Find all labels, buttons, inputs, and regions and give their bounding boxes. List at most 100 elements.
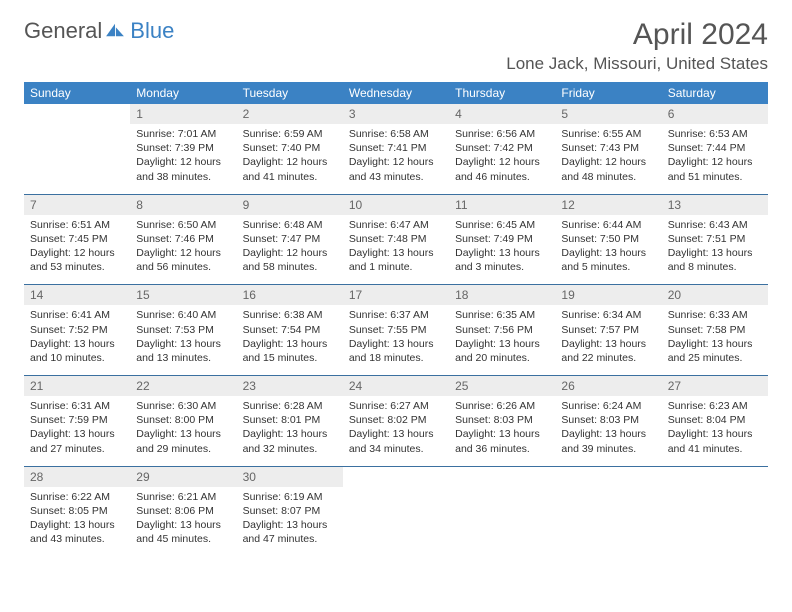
page-header: General Blue April 2024 Lone Jack, Misso… [24,18,768,74]
day-number-cell: 17 [343,285,449,305]
sunrise-text: Sunrise: 6:59 AM [243,127,337,141]
daylight-text-2: and 10 minutes. [30,351,124,365]
daylight-text-1: Daylight: 12 hours [349,155,443,169]
dayhead-sat: Saturday [662,82,768,104]
day-content-cell [24,124,130,194]
day-content-cell: Sunrise: 6:38 AMSunset: 7:54 PMDaylight:… [237,305,343,375]
daylight-text-1: Daylight: 13 hours [136,427,230,441]
daylight-text-1: Daylight: 12 hours [136,246,230,260]
day-number-cell: 9 [237,195,343,215]
dayhead-wed: Wednesday [343,82,449,104]
sunset-text: Sunset: 7:49 PM [455,232,549,246]
sunrise-text: Sunrise: 6:40 AM [136,308,230,322]
day-number-cell: 12 [555,195,661,215]
day-number-cell [555,467,661,487]
sunrise-text: Sunrise: 6:31 AM [30,399,124,413]
month-title: April 2024 [506,18,768,52]
sunrise-text: Sunrise: 6:51 AM [30,218,124,232]
daylight-text-2: and 41 minutes. [668,442,762,456]
daylight-text-1: Daylight: 13 hours [349,427,443,441]
day-number-cell: 7 [24,195,130,215]
daylight-text-2: and 53 minutes. [30,260,124,274]
day-content-cell: Sunrise: 6:19 AMSunset: 8:07 PMDaylight:… [237,487,343,557]
brand-sail-icon [104,18,126,44]
day-number-cell: 4 [449,104,555,124]
daylight-text-1: Daylight: 13 hours [136,337,230,351]
daylight-text-2: and 32 minutes. [243,442,337,456]
day-content-cell: Sunrise: 6:30 AMSunset: 8:00 PMDaylight:… [130,396,236,466]
daylight-text-2: and 41 minutes. [243,170,337,184]
daylight-text-1: Daylight: 13 hours [455,427,549,441]
sunrise-text: Sunrise: 6:43 AM [668,218,762,232]
day-number-cell: 29 [130,467,236,487]
sunrise-text: Sunrise: 6:44 AM [561,218,655,232]
day-number-cell: 25 [449,376,555,396]
daylight-text-1: Daylight: 12 hours [136,155,230,169]
title-block: April 2024 Lone Jack, Missouri, United S… [506,18,768,74]
day-number-cell: 1 [130,104,236,124]
daylight-text-1: Daylight: 13 hours [561,337,655,351]
day-content-cell: Sunrise: 6:55 AMSunset: 7:43 PMDaylight:… [555,124,661,194]
sunset-text: Sunset: 7:41 PM [349,141,443,155]
daylight-text-2: and 34 minutes. [349,442,443,456]
sunset-text: Sunset: 7:48 PM [349,232,443,246]
day-content-cell: Sunrise: 6:37 AMSunset: 7:55 PMDaylight:… [343,305,449,375]
sunrise-text: Sunrise: 6:50 AM [136,218,230,232]
day-content-cell: Sunrise: 6:44 AMSunset: 7:50 PMDaylight:… [555,215,661,285]
daylight-text-2: and 15 minutes. [243,351,337,365]
day-content-cell: Sunrise: 6:33 AMSunset: 7:58 PMDaylight:… [662,305,768,375]
day-content-row: Sunrise: 6:51 AMSunset: 7:45 PMDaylight:… [24,215,768,285]
sunset-text: Sunset: 8:06 PM [136,504,230,518]
daylight-text-1: Daylight: 12 hours [455,155,549,169]
daylight-text-2: and 38 minutes. [136,170,230,184]
daylight-text-1: Daylight: 13 hours [30,337,124,351]
brand-part2: Blue [130,18,174,44]
day-number-row: 14151617181920 [24,285,768,305]
day-content-cell: Sunrise: 6:26 AMSunset: 8:03 PMDaylight:… [449,396,555,466]
sunset-text: Sunset: 7:59 PM [30,413,124,427]
sunset-text: Sunset: 8:01 PM [243,413,337,427]
sunset-text: Sunset: 7:40 PM [243,141,337,155]
day-number-cell: 22 [130,376,236,396]
day-content-cell: Sunrise: 6:28 AMSunset: 8:01 PMDaylight:… [237,396,343,466]
day-number-cell: 24 [343,376,449,396]
day-number-cell: 5 [555,104,661,124]
day-content-cell: Sunrise: 6:34 AMSunset: 7:57 PMDaylight:… [555,305,661,375]
day-number-row: 123456 [24,104,768,124]
daylight-text-2: and 1 minute. [349,260,443,274]
sunset-text: Sunset: 7:39 PM [136,141,230,155]
sunrise-text: Sunrise: 6:23 AM [668,399,762,413]
daylight-text-1: Daylight: 13 hours [561,246,655,260]
sunrise-text: Sunrise: 6:33 AM [668,308,762,322]
sunrise-text: Sunrise: 6:24 AM [561,399,655,413]
sunrise-text: Sunrise: 6:55 AM [561,127,655,141]
sunrise-text: Sunrise: 6:38 AM [243,308,337,322]
daylight-text-1: Daylight: 13 hours [243,337,337,351]
sunset-text: Sunset: 8:07 PM [243,504,337,518]
day-content-cell: Sunrise: 6:50 AMSunset: 7:46 PMDaylight:… [130,215,236,285]
day-content-cell: Sunrise: 6:47 AMSunset: 7:48 PMDaylight:… [343,215,449,285]
calendar-table: Sunday Monday Tuesday Wednesday Thursday… [24,82,768,556]
day-number-cell: 3 [343,104,449,124]
daylight-text-1: Daylight: 12 hours [561,155,655,169]
daylight-text-2: and 22 minutes. [561,351,655,365]
daylight-text-2: and 5 minutes. [561,260,655,274]
brand-part1: General [24,18,102,44]
daylight-text-1: Daylight: 13 hours [561,427,655,441]
daylight-text-2: and 25 minutes. [668,351,762,365]
day-content-cell: Sunrise: 7:01 AMSunset: 7:39 PMDaylight:… [130,124,236,194]
sunset-text: Sunset: 7:54 PM [243,323,337,337]
daylight-text-2: and 58 minutes. [243,260,337,274]
day-number-cell: 20 [662,285,768,305]
daylight-text-2: and 8 minutes. [668,260,762,274]
day-content-cell: Sunrise: 6:21 AMSunset: 8:06 PMDaylight:… [130,487,236,557]
day-content-cell: Sunrise: 6:31 AMSunset: 7:59 PMDaylight:… [24,396,130,466]
day-content-cell: Sunrise: 6:43 AMSunset: 7:51 PMDaylight:… [662,215,768,285]
sunrise-text: Sunrise: 6:26 AM [455,399,549,413]
day-number-cell: 6 [662,104,768,124]
sunrise-text: Sunrise: 6:48 AM [243,218,337,232]
day-number-cell: 27 [662,376,768,396]
daylight-text-1: Daylight: 12 hours [668,155,762,169]
sunset-text: Sunset: 7:44 PM [668,141,762,155]
daylight-text-2: and 27 minutes. [30,442,124,456]
